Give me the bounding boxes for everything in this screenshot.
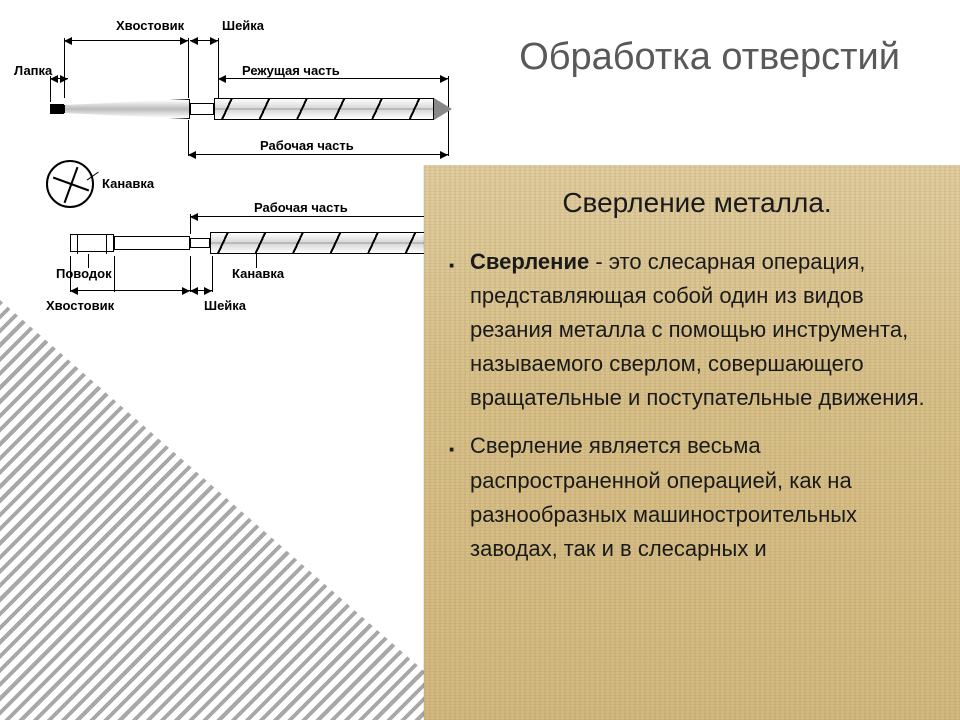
dim-tang: [50, 78, 68, 79]
lower-drill: [70, 230, 470, 256]
straight-shank-icon: [114, 236, 190, 250]
bullet-2: Сверление является весьма распространенн…: [464, 429, 930, 565]
label-working-part-bottom: Рабочая часть: [254, 200, 348, 215]
bullet-2-rest: Сверление является весьма распространенн…: [470, 433, 857, 560]
label-cutting-part: Режущая часть: [242, 63, 340, 78]
label-neck-top: Шейка: [222, 18, 264, 33]
ext-6: [188, 120, 189, 156]
slide-title: Обработка отверстий: [519, 36, 900, 79]
slide: Обработка отверстий Хвостовик Шейка Лапк…: [0, 0, 960, 720]
label-flute-bottom: Канавка: [232, 266, 284, 281]
dim-shank-top: [64, 40, 188, 41]
label-tang: Лапка: [14, 63, 52, 78]
leader-flute: [256, 254, 257, 268]
ext-11: [212, 256, 213, 292]
corner-stripes: [0, 300, 480, 720]
cross-section-icon: [46, 160, 94, 208]
neck-icon: [190, 103, 214, 115]
bullet-1: Сверление - это слесарная операция, пред…: [464, 245, 930, 415]
taper-shank-icon: [64, 99, 190, 119]
ext-2: [188, 38, 189, 98]
dim-cutting: [218, 78, 448, 79]
bullet-1-lead: Сверление: [470, 249, 589, 274]
ext-9b: [114, 256, 115, 292]
label-working-part-top: Рабочая часть: [260, 138, 354, 153]
label-driver: Поводок: [56, 266, 112, 281]
neck2-icon: [190, 238, 210, 248]
ext-1: [64, 38, 65, 98]
bullet-list: Сверление - это слесарная операция, пред…: [464, 245, 930, 566]
drill-tip-icon: [434, 98, 452, 120]
ext-3: [218, 38, 219, 100]
flutes2-icon: [210, 232, 446, 254]
leader-driver: [88, 254, 89, 268]
dim-shank-bottom: [70, 290, 190, 291]
dim-neck-top: [190, 40, 218, 41]
dim-neck-bottom: [190, 290, 212, 291]
drill-diagram: Хвостовик Шейка Лапка Режущая часть Рабо…: [10, 10, 470, 310]
label-shank-bottom: Хвостовик: [46, 298, 114, 313]
tang-icon: [50, 104, 64, 114]
driver-icon: [70, 234, 114, 252]
label-neck-bottom: Шейка: [204, 298, 246, 313]
upper-drill: [50, 96, 450, 122]
label-flute-xsec: Канавка: [102, 176, 154, 191]
text-panel: Сверление металла. Сверление - это слеса…: [424, 165, 960, 720]
ext-10: [190, 256, 191, 292]
dim-working-top: [188, 154, 448, 155]
panel-heading: Сверление металла.: [464, 187, 930, 219]
flutes-icon: [214, 98, 434, 120]
ext-9: [70, 256, 71, 292]
label-shank-top: Хвостовик: [116, 18, 184, 33]
